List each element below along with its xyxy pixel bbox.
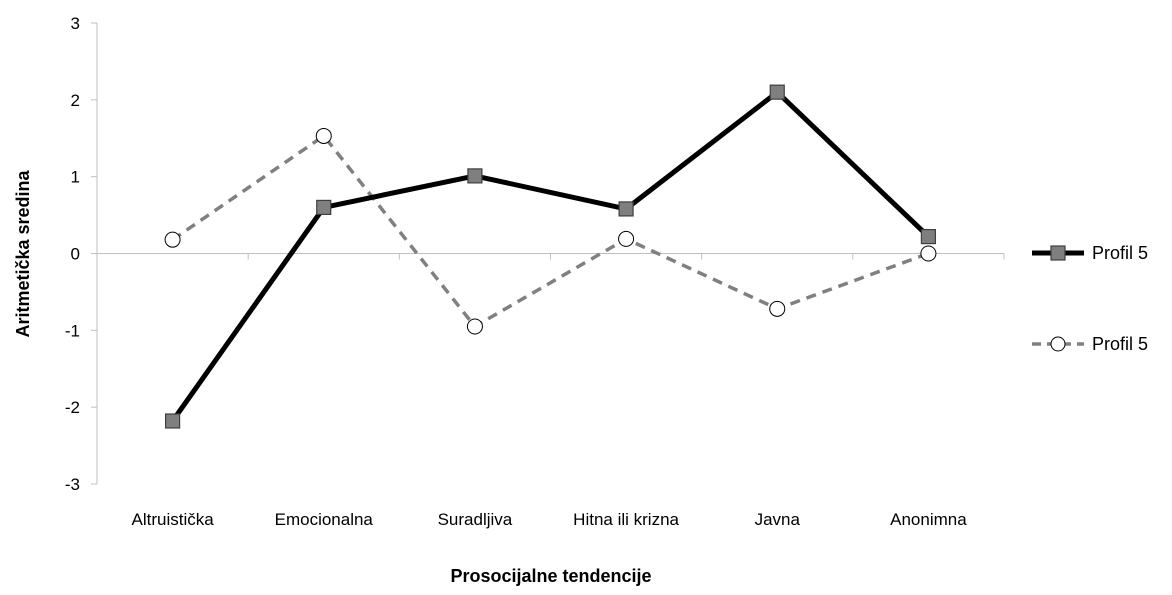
series-1 <box>164 84 937 429</box>
y-tick-label: 2 <box>71 91 80 110</box>
x-tick-label: Suradljiva <box>438 510 513 529</box>
legend-marker-square <box>1050 245 1066 261</box>
series-line <box>170 89 931 423</box>
x-tick-label: Anonimna <box>890 510 967 529</box>
data-point-circle <box>618 230 635 247</box>
data-point-square <box>769 84 785 100</box>
x-tick-label: Javna <box>755 510 801 529</box>
data-point-square <box>618 201 634 217</box>
x-tick-label: Altruistička <box>131 510 214 529</box>
legend-item-2: Profil 5 <box>1032 334 1148 354</box>
series-2 <box>164 127 937 335</box>
legend-marker-circle <box>1050 336 1066 352</box>
legend-label: Profil 5 <box>1092 243 1148 263</box>
data-point-square <box>316 199 332 215</box>
y-axis-title: Aritmetička sredina <box>13 169 33 337</box>
data-point-square <box>467 168 483 184</box>
y-tick-label: -2 <box>65 398 80 417</box>
x-tick-label: Emocionalna <box>275 510 374 529</box>
y-tick-label: -1 <box>65 321 80 340</box>
series-layer <box>164 84 937 429</box>
legend-item-1: Profil 5 <box>1032 243 1148 263</box>
y-tick-label: -3 <box>65 475 80 494</box>
data-point-circle <box>466 318 483 335</box>
axes-layer: 3 2 1 0 -1 -2 -3 Altruistička Emocionalna Suradlj… <box>65 14 1005 529</box>
data-point-circle <box>164 231 181 248</box>
data-point-circle <box>920 245 937 262</box>
y-tick-label: 1 <box>71 168 80 187</box>
x-axis-title: Prosocijalne tendencije <box>450 566 651 586</box>
legend-label: Profil 5 <box>1092 334 1148 354</box>
data-point-square <box>920 228 937 245</box>
legend: Profil 5 Profil 5 <box>1032 243 1148 354</box>
data-point-circle <box>315 127 332 144</box>
y-tick-label: 0 <box>71 245 80 264</box>
x-tick-label: Hitna ili krizna <box>573 510 679 529</box>
data-point-square <box>164 413 181 429</box>
series-line <box>171 134 930 329</box>
data-point-circle <box>769 300 786 317</box>
y-tick-label: 3 <box>71 14 80 33</box>
